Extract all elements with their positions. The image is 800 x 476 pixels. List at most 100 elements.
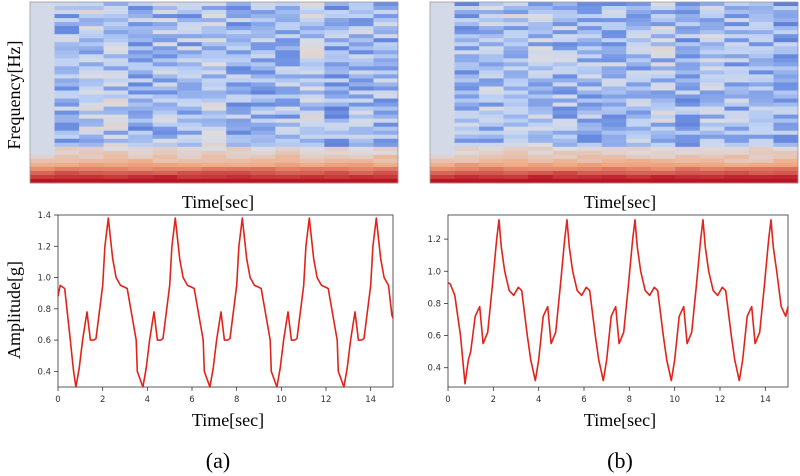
spectrogram-cell — [626, 78, 652, 83]
spectrogram-cell — [454, 130, 480, 136]
spectrogram-cell — [275, 82, 301, 87]
spectrogram-cell — [699, 14, 725, 19]
spectrogram-cell — [103, 158, 129, 164]
spectrogram-cell — [724, 58, 750, 63]
spectrogram-cell — [226, 110, 252, 116]
spectrogram-cell — [430, 34, 455, 39]
spectrogram-cell — [177, 150, 203, 156]
spectrogram-cell — [348, 82, 374, 87]
spectrogram-cell — [528, 22, 554, 27]
spectrogram-cell — [430, 158, 455, 164]
spectrogram-cell — [103, 10, 129, 15]
spectrogram-cell — [626, 50, 652, 55]
spectrogram-cell — [503, 118, 529, 124]
spectrogram-cell — [250, 134, 276, 140]
spectrogram-cell — [601, 122, 627, 128]
spectrogram-cell — [226, 146, 252, 152]
spectrogram-cell — [324, 166, 350, 172]
spectrogram-cell — [103, 102, 129, 107]
spectrogram-cell — [373, 158, 399, 164]
spectrogram-cell — [552, 134, 578, 140]
spectrogram-cell — [30, 66, 55, 71]
spectrogram-cell — [128, 82, 154, 87]
spectrogram-cell — [430, 26, 455, 31]
spectrogram-cell — [30, 174, 55, 180]
spectrogram-cell — [30, 158, 55, 164]
spectrogram-cell — [601, 98, 627, 103]
spectrogram-cell — [503, 6, 529, 11]
spectrogram-cell — [250, 54, 276, 59]
spectrogram-cell — [177, 30, 203, 35]
spectrogram-cell — [201, 158, 227, 164]
spectrogram-cell — [724, 130, 750, 136]
spectrogram-cell — [724, 114, 750, 120]
spectrogram-cell — [103, 26, 129, 31]
spectrogram-cell — [601, 10, 627, 15]
spectrogram-cell — [528, 66, 554, 71]
spectrogram-cell — [626, 22, 652, 27]
spectrogram-cell — [152, 118, 178, 124]
spectrogram-cell — [503, 102, 529, 107]
spectrogram-cell — [30, 58, 55, 63]
spectrogram-cell — [626, 138, 652, 144]
spectrogram-cell — [201, 130, 227, 136]
spectrogram-cell — [275, 6, 301, 11]
spectrogram-cell — [324, 142, 350, 148]
spectrogram-cell — [724, 42, 750, 47]
spectrogram-cell — [348, 146, 374, 152]
spectrogram-cell — [724, 150, 750, 156]
spectrogram-cell — [299, 38, 325, 43]
spectrogram-cell — [152, 122, 178, 128]
spectrogram-cell — [103, 66, 129, 71]
spectrogram-cell — [79, 170, 104, 176]
spectrogram-cell — [479, 70, 504, 75]
spectrogram-cell — [479, 170, 504, 176]
spectrogram-cell — [748, 54, 774, 59]
spectrogram-cell — [103, 82, 129, 87]
spectrogram-cell — [724, 110, 750, 116]
spectrogram-cell — [250, 130, 276, 136]
waveform-b: 0 2 4 6 8 10 12 14 0.4 0.6 0.8 1.0 1.2 — [427, 214, 789, 405]
spectrogram-cell — [250, 90, 276, 95]
spectrogram-cell — [152, 174, 178, 180]
spectrogram-cell — [79, 2, 104, 7]
spectrogram-cell — [699, 22, 725, 27]
spectrogram-cell — [152, 138, 178, 144]
x-tick-label: 2 — [100, 395, 105, 405]
spectrogram-cell — [552, 70, 578, 75]
spectrogram-cell — [748, 14, 774, 19]
spectrogram-cell — [601, 34, 627, 39]
spectrogram-cell — [177, 146, 203, 152]
spectrogram-cell — [552, 170, 578, 176]
spectrogram-cell — [152, 30, 178, 35]
spectrogram-cell — [454, 66, 480, 71]
spectrogram-cell — [479, 142, 504, 148]
spectrogram-cell — [30, 34, 55, 39]
spectrogram-cell — [430, 10, 455, 15]
spectrogram-cell — [250, 86, 276, 91]
spectrogram-cell — [430, 122, 455, 128]
spectrogram-cell — [650, 154, 676, 160]
spectrogram-cell — [528, 70, 554, 75]
spectrogram-cell — [201, 134, 227, 140]
spectrogram-cell — [724, 162, 750, 168]
spectrogram-cell — [373, 178, 399, 184]
spectrogram-cell — [748, 138, 774, 144]
spectrogram-cell — [226, 114, 252, 120]
spectrogram-cell — [103, 6, 129, 11]
spectrogram-cell — [177, 82, 203, 87]
spectrogram-cell — [275, 150, 301, 156]
spectrogram-cell — [30, 166, 55, 172]
spectrogram-cell — [748, 74, 774, 79]
spectrogram-cell — [430, 142, 455, 148]
spectrogram-cell — [348, 90, 374, 95]
spectrogram-cell — [626, 14, 652, 19]
spectrogram-cell — [128, 170, 154, 176]
spectrogram-cell — [748, 86, 774, 91]
spectrogram-cell — [275, 66, 301, 71]
spectrogram-cell — [201, 54, 227, 59]
spectrogram-cell — [650, 2, 676, 7]
spectrogram-cell — [103, 74, 129, 79]
spectrogram-cell — [348, 22, 374, 27]
spectrogram-cell — [348, 178, 374, 184]
